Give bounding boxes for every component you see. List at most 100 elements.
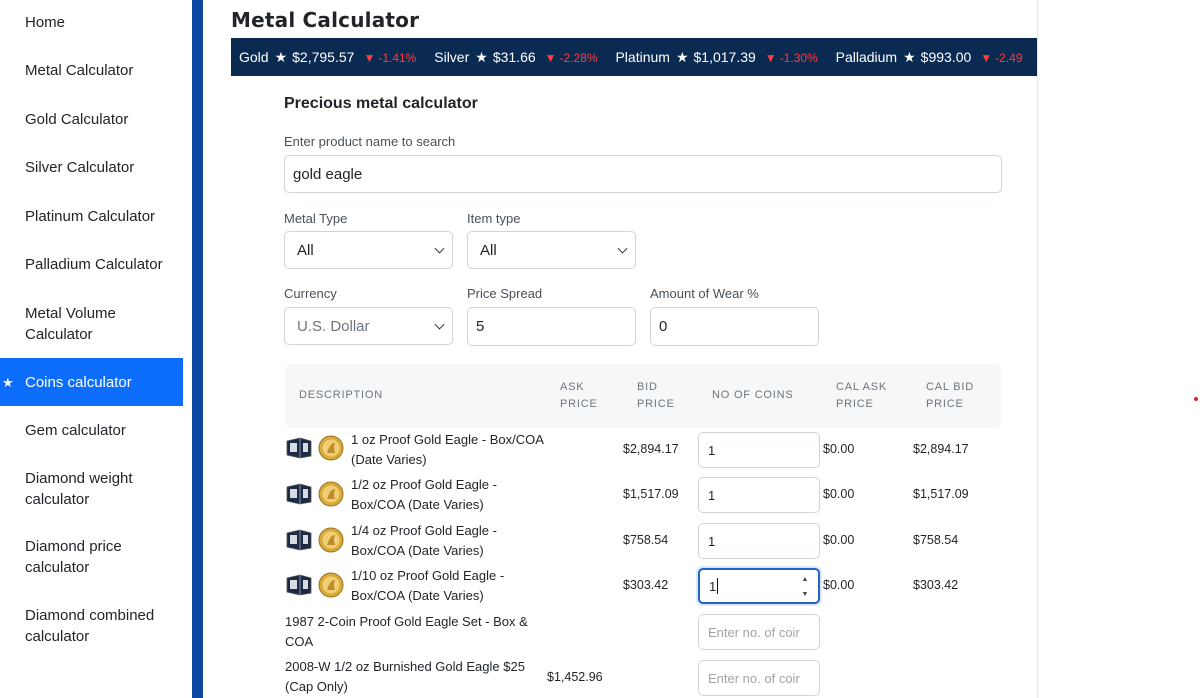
row-description: 1 oz Proof Gold Eagle - Box/COA (Date Va… <box>351 430 551 469</box>
spinner-down-icon[interactable]: ▼ <box>801 591 809 598</box>
sidebar-item-label: Platinum Calculator <box>25 208 156 225</box>
star-icon: ★ <box>903 49 916 65</box>
item-type-select[interactable]: All <box>467 231 636 269</box>
price-ticker: Gold ★ $2,795.57 ▼ -1.41% Silver ★ $31.66 ▼ -2.2… <box>231 38 1037 76</box>
coins-input[interactable]: Enter no. of coir <box>698 660 820 696</box>
col-cal-bid-line1: CAL BID <box>926 381 974 393</box>
ticker-metal-name: Silver <box>434 49 470 65</box>
col-ask-line2: PRICE <box>560 398 598 410</box>
sidebar-item-metal-volume-calculator[interactable]: Metal Volume Calculator <box>0 303 150 345</box>
cursor-dot <box>1194 397 1198 401</box>
sidebar-item-platinum-calculator[interactable]: Platinum Calculator <box>0 206 183 227</box>
ticker-item-platinum: Platinum ★ $1,017.39 ▼ -1.30% <box>615 38 817 76</box>
star-icon: ★ <box>2 374 14 390</box>
spinner-up-icon[interactable]: ▲ <box>801 576 809 583</box>
col-description: DESCRIPTION <box>299 389 383 401</box>
price-spread-input[interactable]: 5 <box>467 307 636 346</box>
table-header: DESCRIPTION ASK PRICE BID PRICE NO OF CO… <box>285 364 1001 428</box>
row-cal-bid-price: $758.54 <box>913 533 959 547</box>
currency-label: Currency <box>284 286 337 301</box>
sidebar-item-diamond-weight-calculator[interactable]: Diamond weight calculator <box>0 468 150 510</box>
number-spinner[interactable]: ▲ ▼ <box>798 576 812 598</box>
sidebar-item-metal-calculator[interactable]: Metal Calculator <box>0 60 183 81</box>
search-input[interactable]: gold eagle <box>284 155 1002 193</box>
col-cal-ask-line1: CAL ASK <box>836 381 888 393</box>
ticker-metal-name: Palladium <box>835 49 898 65</box>
row-bid-price: $303.42 <box>623 578 669 592</box>
ticker-price: $2,795.57 <box>292 49 355 65</box>
coins-input[interactable]: 1 ▲ ▼ <box>698 568 820 604</box>
sidebar-item-label: Metal Volume Calculator <box>25 305 116 343</box>
star-icon: ★ <box>274 49 288 65</box>
page-title: Metal Calculator <box>231 8 420 32</box>
chevron-down-icon <box>434 319 445 330</box>
sidebar-item-home[interactable]: Home <box>0 12 183 33</box>
row-description-line1: 1/4 oz Proof Gold Eagle - <box>351 523 497 538</box>
sidebar-item-diamond-price-calculator[interactable]: Diamond price calculator <box>0 536 150 578</box>
row-bid-price: $758.54 <box>623 533 669 547</box>
currency-select[interactable]: U.S. Dollar <box>284 307 453 345</box>
row-description: 1/4 oz Proof Gold Eagle - Box/COA (Date … <box>351 521 551 560</box>
row-description-line1: 1 oz Proof Gold Eagle - Box/COA <box>351 432 544 447</box>
sidebar-item-label: Palladium Calculator <box>25 256 163 273</box>
row-cal-ask-price: $0.00 <box>823 533 855 547</box>
row-description-line2: Box/COA (Date Varies) <box>351 542 484 558</box>
row-cal-ask-price: $0.00 <box>823 442 855 456</box>
sidebar-item-label: Metal Calculator <box>25 62 134 79</box>
ticker-item-silver: Silver ★ $31.66 ▼ -2.28% <box>434 38 597 76</box>
sidebar-item-label: Diamond weight calculator <box>25 470 133 508</box>
sidebar-item-label: Home <box>25 14 66 31</box>
ticker-metal-name: Platinum <box>615 49 670 65</box>
row-bid-price: $2,894.17 <box>623 442 679 456</box>
gold-coin-icon <box>318 572 344 598</box>
ticker-metal-name: Gold <box>239 49 269 65</box>
ticker-change: -1.30% <box>779 51 818 65</box>
coin-box-icon <box>286 437 312 459</box>
currency-value: U.S. Dollar <box>297 317 370 335</box>
metal-type-label: Metal Type <box>284 211 348 226</box>
coins-input[interactable]: 1 <box>698 432 820 468</box>
row-bid-price: $1,517.09 <box>623 487 679 501</box>
sidebar: Home Metal Calculator Gold Calculator Si… <box>0 0 192 698</box>
coins-input[interactable]: 1 <box>698 477 820 513</box>
wear-label: Amount of Wear % <box>650 286 759 301</box>
coins-input[interactable]: 1 <box>698 523 820 559</box>
sidebar-item-gem-calculator[interactable]: Gem calculator <box>0 420 183 441</box>
item-type-label: Item type <box>467 211 521 226</box>
coin-box-icon <box>286 483 312 505</box>
down-arrow-icon: ▼ <box>980 51 993 65</box>
sidebar-item-palladium-calculator[interactable]: Palladium Calculator <box>0 254 183 275</box>
down-arrow-icon: ▼ <box>363 51 376 65</box>
sidebar-item-label: Gem calculator <box>25 422 126 439</box>
row-ask-price: $1,452.96 <box>547 670 603 684</box>
coins-input-value: 1 <box>709 578 717 594</box>
sidebar-item-silver-calculator[interactable]: Silver Calculator <box>0 157 183 178</box>
row-description-line1: 2008-W 1/2 oz Burnished Gold Eagle $25 <box>285 659 525 674</box>
col-ask-price: ASK PRICE <box>560 379 598 413</box>
coin-box-icon <box>286 529 312 551</box>
ticker-change: -2.49 <box>995 51 1023 65</box>
col-cal-bid-line2: PRICE <box>926 398 964 410</box>
ticker-item-palladium: Palladium ★ $993.00 ▼ -2.49 <box>836 38 1023 76</box>
wear-input[interactable]: 0 <box>650 307 819 346</box>
ticker-item-gold: Gold ★ $2,795.57 ▼ -1.41% <box>239 38 416 76</box>
sidebar-item-gold-calculator[interactable]: Gold Calculator <box>0 109 183 130</box>
price-spread-label: Price Spread <box>467 286 543 301</box>
metal-type-select[interactable]: All <box>284 231 453 269</box>
content-divider <box>1037 0 1038 698</box>
row-cal-ask-price: $0.00 <box>823 578 855 592</box>
sidebar-item-label: Diamond combined calculator <box>25 607 155 645</box>
ticker-change: -1.41% <box>378 51 417 65</box>
star-icon: ★ <box>675 49 689 65</box>
sidebar-item-diamond-combined-calculator[interactable]: Diamond combined calculator <box>0 605 160 647</box>
row-description: 1/10 oz Proof Gold Eagle - Box/COA (Date… <box>351 566 551 605</box>
ticker-price: $993.00 <box>920 49 972 65</box>
col-bid-line1: BID <box>637 381 658 393</box>
row-cal-bid-price: $2,894.17 <box>913 442 969 456</box>
coin-box-icon <box>286 574 312 596</box>
sidebar-item-coins-calculator[interactable]: ★ Coins calculator <box>0 358 183 406</box>
coins-input[interactable]: Enter no. of coir <box>698 614 820 650</box>
row-description: 1987 2-Coin Proof Gold Eagle Set - Box &… <box>285 612 535 651</box>
row-description-line2: COA <box>285 633 314 649</box>
col-bid-line2: PRICE <box>637 398 675 410</box>
